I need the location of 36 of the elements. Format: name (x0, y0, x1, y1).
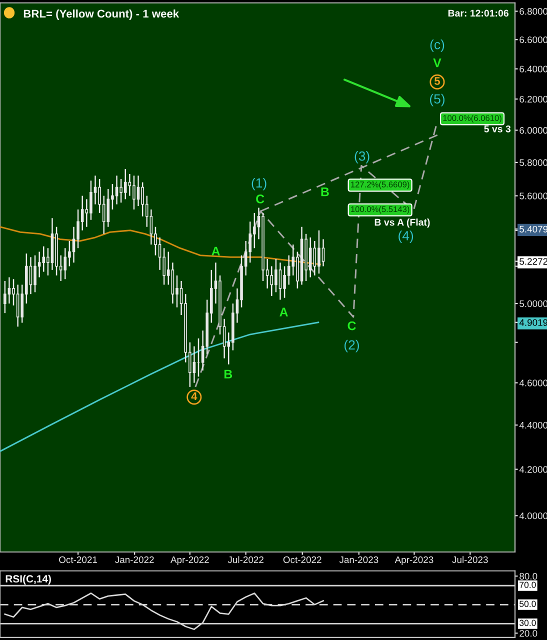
ref-line-label: 30.0 (520, 620, 536, 626)
annotation: C (256, 194, 264, 204)
text: BRL= (Yellow Count) - 1 week (24, 9, 180, 20)
y-tick-label: 80.0 (520, 572, 538, 580)
x-tick-label: Jul-2022 (228, 556, 264, 564)
x-tick-label: Apr-2023 (394, 556, 434, 565)
x-tick-label: Jan-2023 (339, 556, 378, 564)
chart-title: RSI(C,14) (6, 574, 51, 585)
annotation: (3) (354, 151, 370, 164)
annotation: (1) (252, 178, 266, 190)
annotation: A (212, 246, 220, 256)
annotation: (2) (344, 340, 359, 352)
annotation: 4 (191, 392, 198, 400)
text: Bar: 12:01:06 (448, 10, 508, 17)
annotation: (5) (430, 94, 444, 106)
ref-line-label: 50.0 (520, 600, 536, 607)
annotation: 127.2%(5.6609) (351, 181, 410, 190)
x-tick-label: Oct-2022 (283, 556, 322, 564)
annotation: (c) (430, 40, 444, 52)
annotation: 5 vs 3 (484, 125, 511, 132)
annotation: B (224, 370, 232, 378)
annotation: A (280, 308, 288, 316)
annotation: B (321, 188, 329, 196)
annotation: V (433, 58, 442, 68)
annotation: B vs A (Flat) (374, 218, 430, 228)
annotation: 100.0%(5.5143) (351, 206, 410, 214)
annotation: 100.0%(6.0610) (443, 114, 502, 123)
y-tick-label: 20.0 (520, 630, 538, 637)
annotation: 5 (434, 77, 440, 85)
annotation: C (348, 321, 356, 330)
ref-line-label: 70.0 (520, 582, 536, 588)
x-tick-label: Oct-2021 (59, 556, 98, 564)
x-tick-label: Apr-2022 (170, 556, 209, 565)
x-tick-label: Jul-2023 (452, 556, 488, 564)
annotation: (4) (398, 230, 414, 243)
x-tick-label: Jan-2022 (115, 556, 154, 564)
